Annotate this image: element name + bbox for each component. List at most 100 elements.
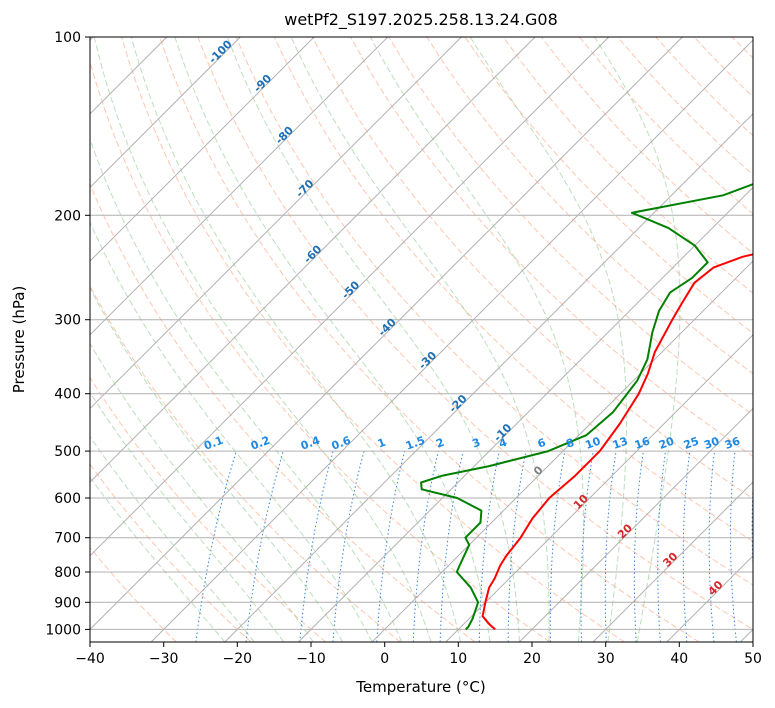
mixing-ratio-line (412, 450, 439, 642)
moist-adiabat (594, 37, 681, 642)
dry-adiabat (90, 182, 476, 642)
dry-adiabat (90, 546, 177, 642)
dry-adiabat (90, 284, 401, 642)
dry-adiabat (693, 37, 753, 98)
y-tick-label: 700 (54, 531, 81, 547)
isotherm-line (90, 37, 683, 631)
isotherm-line (90, 37, 389, 336)
y-tick-label: 900 (54, 595, 81, 611)
isotherm-label: -100 (206, 37, 235, 66)
isotherm-line (298, 186, 753, 642)
isotherm-line (445, 334, 753, 642)
dry-adiabat (121, 37, 625, 642)
mixing-ratio-line (332, 450, 365, 642)
y-tick-label: 300 (54, 313, 81, 329)
dry-adiabat (350, 37, 753, 458)
isotherm-label: -30 (416, 349, 439, 372)
isotherm-line (90, 37, 315, 262)
mixing-ratio-line (478, 450, 500, 642)
mixing-ratio-label: 20 (657, 434, 676, 452)
isotherm-line (90, 37, 610, 557)
moist-adiabat (93, 37, 432, 642)
x-tick-label: 10 (449, 651, 467, 667)
isotherm-line (150, 39, 753, 642)
moist-adiabat (90, 435, 255, 642)
moist-adiabat (370, 37, 585, 642)
y-tick-label: 100 (54, 30, 81, 46)
isotherm-label: -90 (251, 72, 274, 95)
x-axis-title: Temperature (°C) (355, 678, 485, 696)
mixing-ratio-line (195, 450, 237, 642)
isotherm-line (90, 37, 241, 189)
dry-adiabat (90, 376, 327, 642)
dry-adiabat (426, 37, 753, 375)
dry-adiabat (770, 37, 775, 642)
y-tick-label: 500 (54, 444, 81, 460)
mixing-ratio-label: 1.5 (404, 434, 427, 453)
mixing-ratio-label: 3 (470, 436, 482, 451)
dry-adiabat (311, 37, 753, 500)
mixing-ratio-line (245, 450, 284, 642)
moist-adiabat (469, 37, 627, 642)
moist-adiabat (90, 476, 226, 642)
isotherm-label-warm: 30 (660, 549, 680, 569)
isotherm-label: -50 (339, 278, 362, 301)
x-tick-label: 50 (744, 651, 762, 667)
isotherm-label: -40 (376, 315, 399, 338)
mixing-ratio-label: 1 (376, 436, 388, 451)
y-tick-label: 800 (54, 565, 81, 581)
isotherm-label-warm: 10 (571, 492, 591, 512)
mixing-ratio-label: 10 (583, 434, 602, 452)
mixing-ratio-line (376, 450, 406, 642)
y-tick-label: 200 (54, 208, 81, 224)
dry-adiabat (197, 37, 753, 630)
dry-adiabat (90, 463, 252, 642)
y-tick-label: 400 (54, 387, 81, 403)
dry-adiabat (235, 37, 753, 586)
x-tick-label: −30 (149, 651, 179, 667)
plot-frame (89, 36, 754, 643)
temperature-profile (481, 253, 753, 631)
mixing-ratio-line (549, 451, 566, 642)
mixing-ratio-label: 0.2 (249, 434, 272, 453)
mixing-ratio-label: 8 (564, 436, 576, 451)
mixing-ratio-line (439, 450, 464, 642)
isotherm-line (519, 407, 753, 642)
mixing-ratio-line (299, 450, 334, 642)
isotherm-label: -70 (293, 177, 316, 200)
mixing-ratio-label: 13 (611, 434, 630, 451)
isotherm-label: -80 (273, 124, 296, 147)
moist-adiabat (90, 342, 314, 642)
x-tick-label: −10 (296, 651, 326, 667)
y-tick-label: 1000 (45, 622, 81, 638)
dry-adiabat (388, 37, 753, 416)
dry-adiabat (617, 37, 753, 176)
y-axis-title: Pressure (hPa) (10, 286, 28, 394)
data-lines (420, 183, 753, 631)
x-tick-label: −40 (75, 651, 105, 667)
mixing-ratio-label: 16 (633, 434, 652, 452)
mixing-ratio-label: 0.6 (330, 434, 353, 453)
isotherm-line (740, 628, 753, 642)
moist-adiabat (226, 37, 520, 642)
isotherm-line (224, 113, 753, 642)
mixing-ratio-line (708, 451, 715, 642)
isotherm-line (90, 37, 462, 410)
mixing-ratio-line (507, 451, 527, 642)
mixing-ratio-label: 0.1 (202, 434, 225, 453)
mixing-ratio-label: 30 (702, 434, 721, 452)
y-axis: 100 200 300 400 500 600 700 800 900 1000 (45, 30, 90, 638)
mixing-ratio-line (730, 451, 737, 642)
isotherm-label-warm: 20 (615, 521, 635, 541)
moist-adiabat (90, 286, 344, 642)
isotherm-line (666, 555, 753, 642)
moist-adiabat (130, 37, 461, 642)
isotherm-label: -60 (301, 242, 324, 265)
isotherm-line (592, 481, 753, 642)
dry-adiabat (541, 37, 753, 254)
dry-adiabat (464, 37, 753, 334)
isotherm-line (90, 37, 536, 483)
dry-adiabat (90, 60, 551, 642)
x-tick-label: 20 (523, 651, 541, 667)
mixing-ratio-label: 25 (682, 434, 701, 451)
